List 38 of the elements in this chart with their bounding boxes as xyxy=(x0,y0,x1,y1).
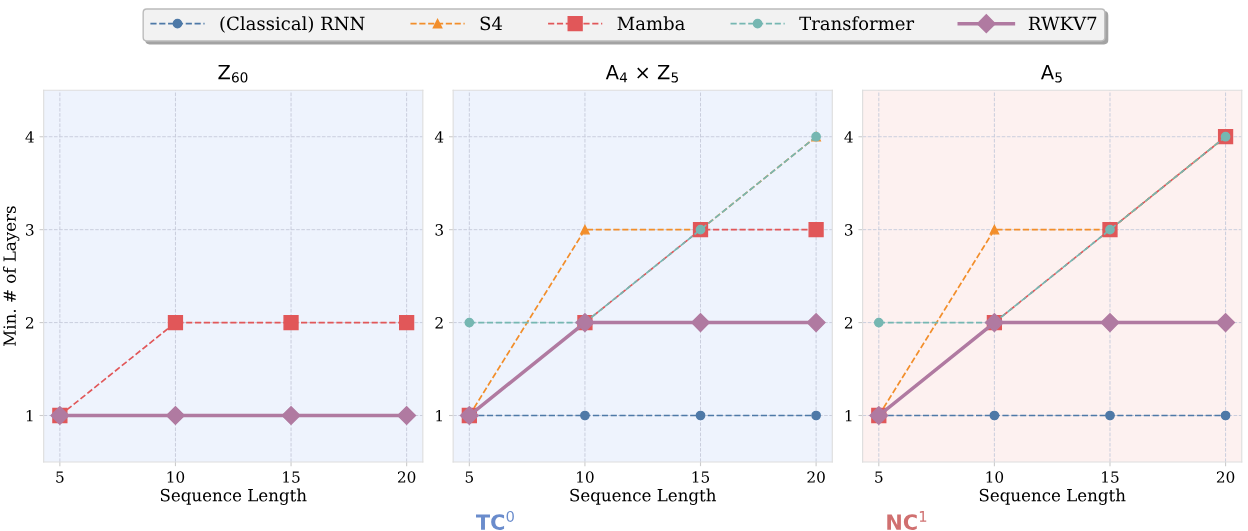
chart-title: Z$_{60}$ xyxy=(218,64,248,83)
chart-title: A$_{5}$ xyxy=(1040,64,1062,83)
x-tick-label: 20 xyxy=(1216,471,1235,483)
y-tick-label: 3 xyxy=(845,224,853,236)
y-tick-label: 3 xyxy=(26,224,34,236)
y-tick-label: 4 xyxy=(844,131,853,143)
y-tick-label: 3 xyxy=(435,224,443,236)
y-tick-label: 2 xyxy=(435,317,443,329)
x-tick-label: 10 xyxy=(167,471,185,483)
x-tick-label: 20 xyxy=(397,471,416,483)
legend-label: S4 xyxy=(480,16,503,31)
chart-title: A$_{4}$ × Z$_{5}$ xyxy=(605,64,678,83)
y-tick-label: 4 xyxy=(434,131,444,143)
legend-label: Transformer xyxy=(799,16,915,31)
y-tick-label: 2 xyxy=(844,317,853,329)
y-tick-label: 1 xyxy=(436,409,442,422)
x-axis-title: Sequence Length xyxy=(979,488,1126,505)
x-tick-label: 15 xyxy=(283,471,300,483)
legend-label: (Classical) RNN xyxy=(220,16,365,33)
legend-label: RWKV7 xyxy=(1028,16,1097,30)
x-tick-label: 5 xyxy=(56,471,64,483)
x-tick-label: 10 xyxy=(577,471,594,483)
x-tick-label: 5 xyxy=(875,471,883,483)
text: TC$^{0}$ xyxy=(476,510,514,530)
x-tick-label: 15 xyxy=(692,471,710,483)
x-axis-title: Sequence Length xyxy=(160,488,307,505)
y-tick-label: 1 xyxy=(26,409,33,422)
x-tick-label: 20 xyxy=(807,471,825,483)
x-tick-label: 5 xyxy=(465,471,474,483)
y-tick-label: 2 xyxy=(25,317,34,329)
x-tick-label: 15 xyxy=(1102,471,1119,483)
x-axis-title: Sequence Length xyxy=(570,488,717,505)
y-tick-label: 1 xyxy=(845,409,852,422)
y-tick-label: 4 xyxy=(25,131,34,143)
y-axis-title: Min. # of Layers xyxy=(3,206,20,346)
text: NC$^{1}$ xyxy=(887,511,927,530)
legend-label: Mamba xyxy=(617,16,685,31)
x-tick-label: 10 xyxy=(986,471,1004,483)
